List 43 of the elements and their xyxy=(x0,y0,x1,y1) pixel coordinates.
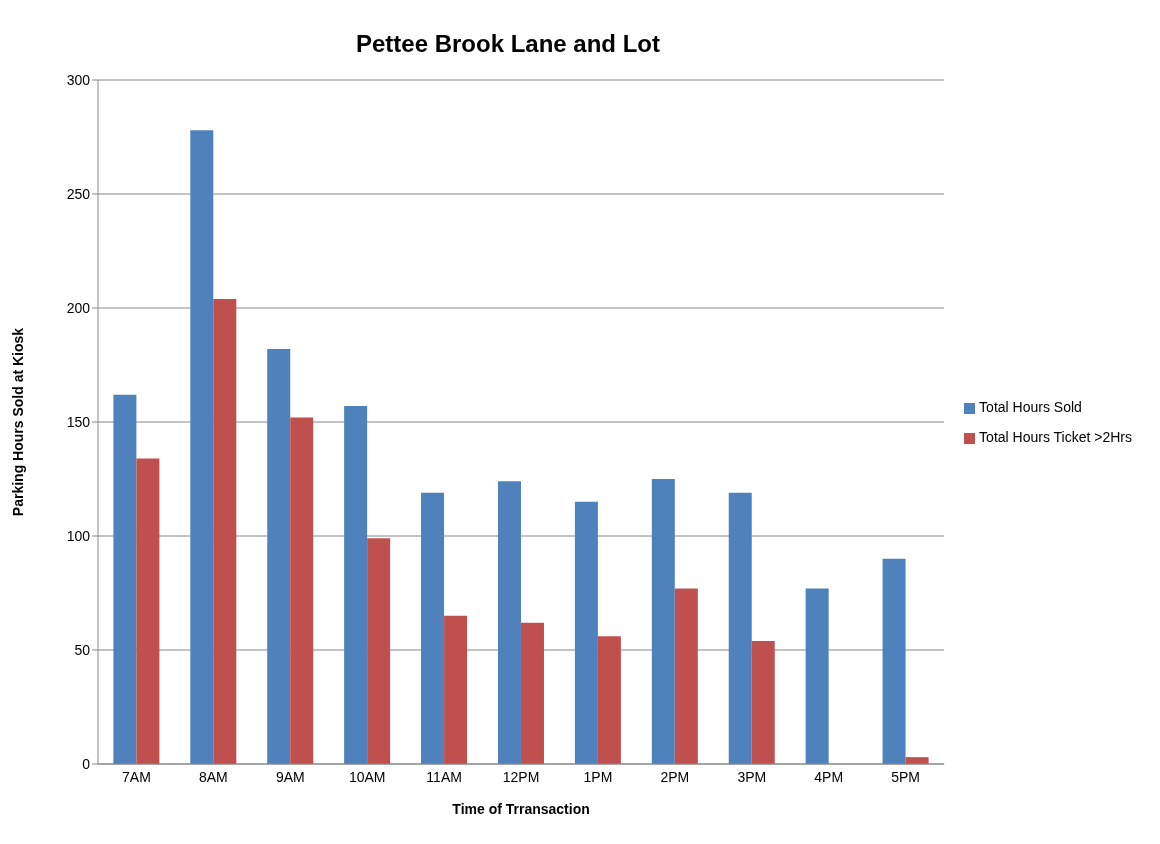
bar xyxy=(651,479,675,764)
y-tick-label: 0 xyxy=(82,755,91,772)
x-tick-label: 10AM xyxy=(348,768,386,785)
x-tick-label: 8AM xyxy=(198,768,228,785)
bar xyxy=(113,394,137,764)
bar xyxy=(520,622,544,764)
x-tick-label: 12PM xyxy=(502,768,540,785)
x-axis-title: Time of Trransaction xyxy=(452,801,590,817)
y-tick-label: 200 xyxy=(66,299,91,316)
bar xyxy=(136,458,160,764)
bar xyxy=(213,298,237,764)
x-tick-label: 11AM xyxy=(426,768,462,785)
bar xyxy=(367,538,391,764)
bar xyxy=(190,130,214,764)
y-tick-label: 300 xyxy=(66,71,91,88)
y-tick-label: 150 xyxy=(66,413,91,430)
y-tick-label: 250 xyxy=(66,185,91,202)
x-tick-label: 2PM xyxy=(660,768,690,785)
x-tick-label: 4PM xyxy=(814,768,844,785)
bar xyxy=(597,636,621,764)
bar xyxy=(290,417,314,764)
legend-label: Total Hours Sold xyxy=(979,399,1082,415)
y-axis-title: Parking Hours Sold at Kiosk xyxy=(9,327,26,517)
x-tick-label: 3PM xyxy=(737,768,767,785)
bar xyxy=(344,406,368,764)
x-tick-label: 9AM xyxy=(275,768,305,785)
bar xyxy=(267,349,291,764)
x-tick-label: 5PM xyxy=(891,768,921,785)
bar xyxy=(497,481,521,764)
x-tick-label: 7AM xyxy=(122,768,151,785)
bar xyxy=(751,640,775,764)
bar xyxy=(444,615,468,764)
bar xyxy=(574,501,598,764)
bar xyxy=(421,492,445,764)
bar xyxy=(882,558,906,764)
legend-label: Total Hours Ticket >2Hrs xyxy=(979,429,1132,445)
y-tick-label: 50 xyxy=(74,641,91,658)
y-tick-label: 100 xyxy=(66,527,91,544)
bar xyxy=(805,588,829,764)
x-tick-label: 1PM xyxy=(583,768,613,785)
bar xyxy=(674,588,698,764)
bar xyxy=(728,492,752,764)
chart-title: Pettee Brook Lane and Lot xyxy=(354,30,661,58)
